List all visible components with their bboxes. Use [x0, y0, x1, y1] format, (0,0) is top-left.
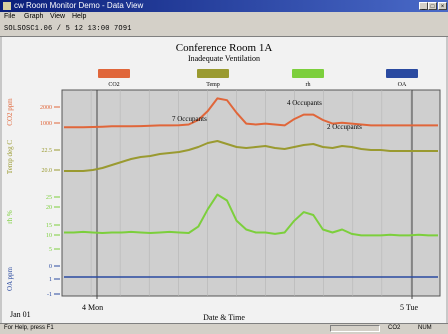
legend-label: CO2 — [108, 82, 119, 88]
y-axis-label: CO2 ppm — [6, 98, 14, 126]
plot-area — [61, 89, 441, 297]
app-icon — [3, 2, 11, 10]
series-line-rh — [64, 193, 438, 237]
menu-graph[interactable]: Graph — [24, 13, 44, 20]
menu-view[interactable]: View — [50, 13, 66, 20]
y-tick-label: -1 — [47, 292, 52, 298]
y-tick-label: 5 — [49, 247, 52, 253]
toolbar: SOLSOSC1.06 / 5 12 13:00 7O91 — [0, 23, 448, 37]
annotation-label: 4 Occupants — [287, 99, 322, 107]
menu-help[interactable]: Help — [72, 13, 87, 20]
minimize-button[interactable]: _ — [419, 2, 428, 10]
legend-swatch — [98, 69, 130, 78]
chart-canvas: Conference Room 1A Inadequate Ventilatio… — [6, 42, 441, 322]
status-indicator: CO2 — [388, 325, 401, 331]
y-tick-label: 22.5 — [42, 148, 53, 154]
series-line-co2 — [64, 97, 438, 129]
y-tick-label: 0 — [49, 264, 52, 270]
status-help-text: For Help, press F1 — [4, 325, 54, 331]
legend: CO2 Temp rh OA — [98, 69, 418, 88]
series-line-temp — [64, 140, 438, 172]
legend-swatch — [292, 69, 324, 78]
y-tick-label: 20.0 — [42, 168, 53, 174]
y-axis-label: Temp deg C — [6, 140, 14, 174]
title-bar: cw Room Monitor Demo - Data View _ □ × — [0, 0, 448, 12]
y-tick-label: 2000 — [40, 105, 52, 111]
legend-label: OA — [398, 82, 407, 88]
annotation-label: 7 Occupants — [172, 115, 207, 123]
legend-swatch — [197, 69, 229, 78]
annotations: 7 Occupants 4 Occupants 2 Occupants — [172, 99, 362, 131]
chart-panel: Conference Room 1A Inadequate Ventilatio… — [2, 37, 446, 323]
status-cell — [330, 325, 380, 332]
y-tick-label: 1 — [49, 277, 52, 283]
y-tick-label: 25 — [46, 195, 52, 201]
status-bar: For Help, press F1 CO2 NUM — [0, 323, 448, 334]
y-axis-label: OA ppm — [6, 266, 14, 290]
y-tick-label: 15 — [46, 223, 52, 229]
maximize-button[interactable]: □ — [428, 2, 437, 10]
close-button[interactable]: × — [438, 2, 447, 10]
x-axis-label: Date & Time — [203, 313, 245, 322]
y-axes: CO2 ppm 2000 1000 Temp deg C 22.5 20.0 rh % 25 2… — [6, 98, 60, 298]
menu-file[interactable]: File — [4, 13, 16, 20]
series-group — [64, 97, 438, 278]
status-indicator: NUM — [418, 325, 432, 331]
x-tick-label: 4 Mon — [82, 303, 103, 312]
chart-title: Conference Room 1A — [176, 42, 273, 54]
annotation-label: 2 Occupants — [327, 123, 362, 131]
y-tick-label: 20 — [46, 205, 52, 211]
y-axis-label: rh % — [6, 210, 14, 224]
toolbar-readout: SOLSOSC1.06 / 5 12 13:00 7O91 — [4, 25, 132, 33]
corner-label: Jan 01 — [10, 310, 31, 319]
legend-label: Temp — [206, 82, 220, 88]
menu-bar: File Graph View Help — [0, 12, 448, 23]
chart-subtitle: Inadequate Ventilation — [188, 54, 260, 63]
x-tick-label: 5 Tue — [400, 303, 418, 312]
legend-label: rh — [306, 82, 311, 88]
legend-swatch — [386, 69, 418, 78]
y-tick-label: 10 — [46, 233, 52, 239]
y-tick-label: 1000 — [40, 121, 52, 127]
grid — [90, 90, 413, 299]
window-title: cw Room Monitor Demo - Data View — [14, 1, 144, 10]
